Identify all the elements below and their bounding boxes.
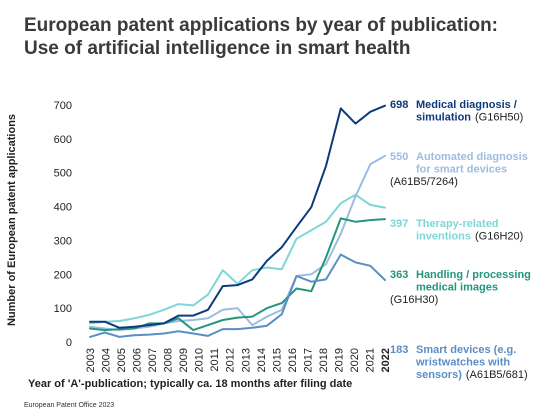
series-line-2 <box>90 195 385 324</box>
x-tick-label: 2010 <box>194 348 206 372</box>
legend-value: 363 <box>390 269 408 281</box>
y-tick-label: 0 <box>66 337 72 349</box>
series-lines <box>90 106 385 337</box>
x-tick-label: 2008 <box>163 348 175 372</box>
x-axis-title: Year of 'A'-publication; typically ca. 1… <box>28 378 352 390</box>
y-tick-label: 500 <box>54 168 72 180</box>
legend-code: (G16H50) <box>475 112 523 124</box>
legend-name-line: simulation <box>416 112 471 124</box>
legend-entry-3: 363 Handling / processingmedical images(G… <box>390 269 531 306</box>
y-tick-label: 100 <box>54 303 72 315</box>
y-tick-label: 400 <box>54 202 72 214</box>
x-tick-label: 2006 <box>132 348 144 372</box>
y-tick-label: 700 <box>54 100 72 112</box>
legend-name-line: wristwatches with <box>415 357 510 369</box>
x-tick-label: 2012 <box>225 348 237 372</box>
legend-name-line: Handling / processing <box>416 269 531 281</box>
x-tick-label: 2004 <box>101 348 113 372</box>
y-axis-ticks: 0 100 200 300 400 500 600 700 <box>54 100 72 349</box>
legend-entry-1: 550 Automated diagnosisfor smart devices(… <box>390 151 528 188</box>
legend: 698 Medical diagnosis /simulation (G16H50)… <box>390 99 531 381</box>
legend-name-line: Medical diagnosis / <box>416 99 517 111</box>
series-line-1 <box>90 156 385 330</box>
legend-value: 698 <box>390 99 408 111</box>
series-line-0 <box>90 106 385 328</box>
x-tick-label: 2016 <box>287 348 299 372</box>
series-line-4 <box>90 255 385 337</box>
legend-entry-0: 698 Medical diagnosis /simulation (G16H50) <box>390 99 523 124</box>
legend-name-line: inventions <box>416 231 471 243</box>
y-tick-label: 300 <box>54 235 72 247</box>
legend-name-line: Therapy-related <box>416 218 499 230</box>
legend-name-line: Smart devices (e.g. <box>416 344 516 356</box>
x-tick-label: 2014 <box>256 348 268 372</box>
legend-code: (A61B5/7264) <box>390 176 458 188</box>
legend-name-line: Automated diagnosis <box>416 151 528 163</box>
legend-entry-4: 183 Smart devices (e.g.wristwatches withs… <box>390 344 528 381</box>
x-tick-label: 2007 <box>147 348 159 372</box>
legend-name-line: for smart devices <box>416 164 507 176</box>
x-tick-label: 2018 <box>318 348 330 372</box>
x-axis-ticks: 2003 20042005 20062007 20082009 20102011 2012… <box>85 348 392 372</box>
x-tick-label: 2005 <box>116 348 128 372</box>
x-tick-label: 2009 <box>178 348 190 372</box>
legend-code: (A61B5/681) <box>466 369 528 381</box>
legend-code: (G16H20) <box>475 231 523 243</box>
x-tick-label: 2020 <box>349 348 361 372</box>
x-tick-label: 2011 <box>209 348 221 372</box>
x-tick-label: 2021 <box>364 348 376 372</box>
legend-value: 550 <box>390 151 408 163</box>
legend-value: 397 <box>390 218 408 230</box>
x-tick-label: 2017 <box>302 348 314 372</box>
x-tick-label: 2013 <box>240 348 252 372</box>
x-tick-label: 2003 <box>85 348 97 372</box>
legend-name-line: sensors) <box>416 369 462 381</box>
legend-value: 183 <box>390 344 408 356</box>
footer-source: European Patent Office 2023 <box>24 402 114 409</box>
y-axis-title: Number of European patent applications <box>6 114 18 326</box>
x-tick-label: 2019 <box>333 348 345 372</box>
legend-name-line: medical images <box>416 282 498 294</box>
legend-entry-2: 397 Therapy-relatedinventions (G16H20) <box>390 218 523 243</box>
legend-code: (G16H30) <box>390 294 438 306</box>
y-tick-label: 200 <box>54 269 72 281</box>
x-tick-label: 2015 <box>271 348 283 372</box>
y-tick-label: 600 <box>54 134 72 146</box>
